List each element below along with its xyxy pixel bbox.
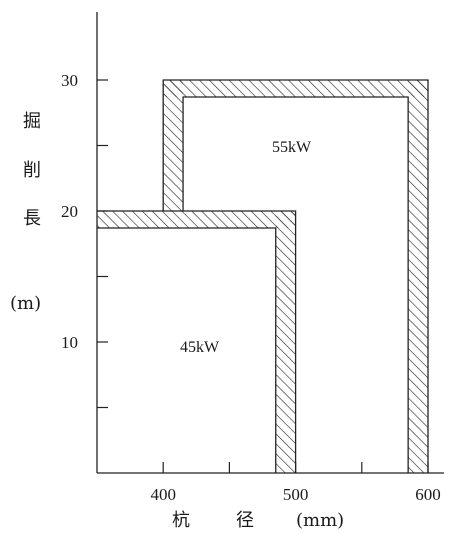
tick-labels: 10 20 30 400 500 600 xyxy=(61,71,441,504)
y-tick-label: 30 xyxy=(61,71,78,90)
xlabel-char: 杭 xyxy=(172,510,190,531)
boundary-55kw-outer xyxy=(162,79,429,473)
hatch-55kw-top xyxy=(163,80,428,98)
y-tick-label: 10 xyxy=(61,333,78,352)
hatch-55kw-left xyxy=(163,80,184,211)
xlabel-unit: (mm) xyxy=(296,510,344,531)
hatch-55kw-right xyxy=(408,80,428,473)
hatch-45kw-top xyxy=(97,211,296,229)
region-label-45kw: 45kW xyxy=(180,339,220,356)
ylabel-char: 掘 xyxy=(23,111,41,132)
xlabel-char: 径 xyxy=(236,510,254,531)
region-label-55kw: 55kW xyxy=(272,139,312,156)
x-axis-title: 杭 径 (mm) xyxy=(172,510,344,531)
y-tick-label: 20 xyxy=(61,202,78,221)
x-tick-label: 600 xyxy=(415,485,441,504)
y-axis-title: 掘 削 長 (m) xyxy=(10,111,41,314)
x-tick-label: 400 xyxy=(150,485,176,504)
hatch-45kw-right xyxy=(275,211,296,473)
ylabel-unit: (m) xyxy=(10,293,41,314)
ylabel-char: 削 xyxy=(23,160,41,181)
boundary-outlines xyxy=(97,79,429,473)
boundary-45kw-inner xyxy=(97,227,277,473)
axes xyxy=(96,12,444,474)
ylabel-char: 長 xyxy=(23,208,41,229)
hatched-boundaries xyxy=(97,80,428,473)
boundary-55kw-inner xyxy=(182,96,409,473)
tick-marks xyxy=(97,79,429,473)
x-tick-label: 500 xyxy=(283,485,309,504)
